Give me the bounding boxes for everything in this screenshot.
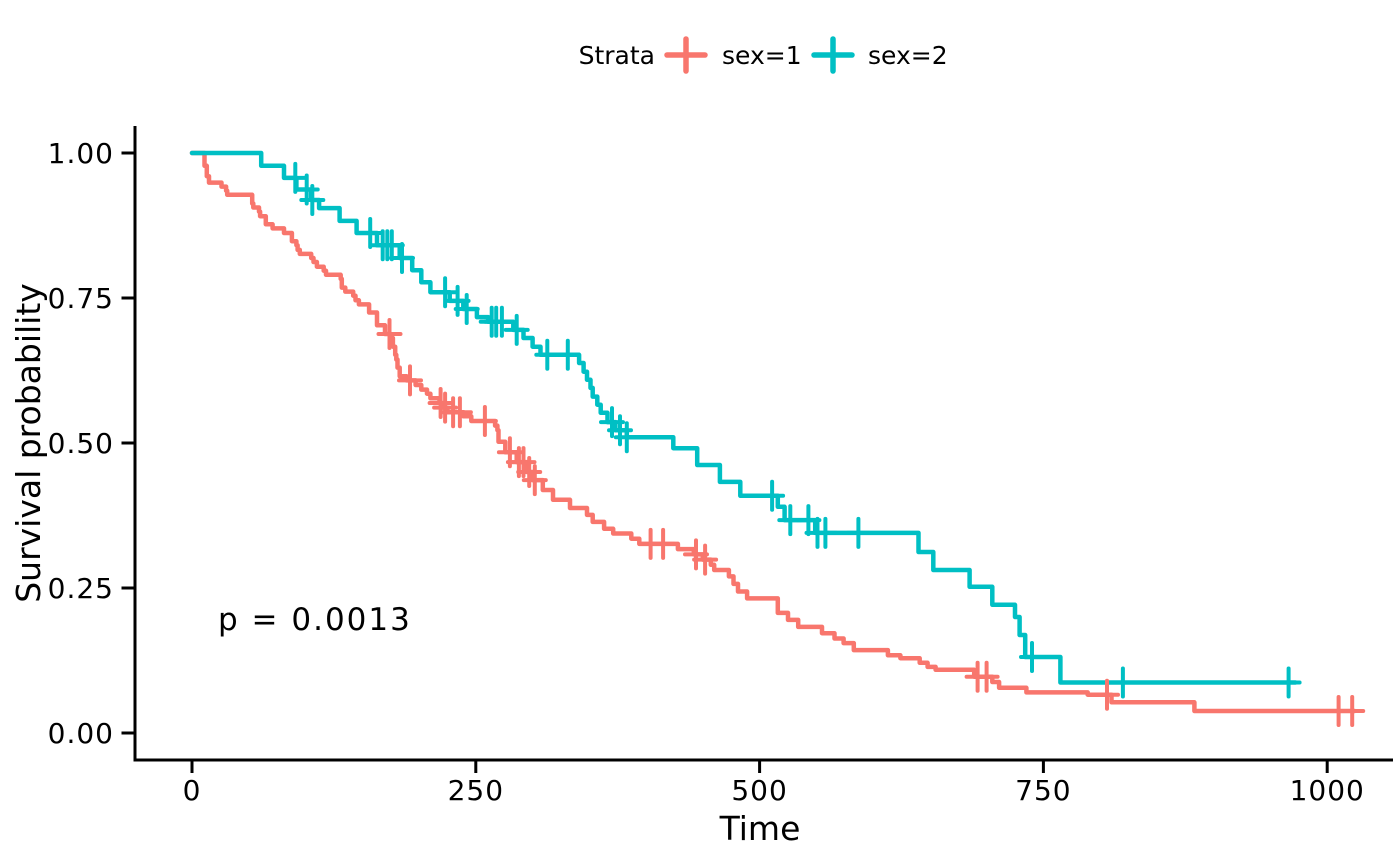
legend-keys xyxy=(664,36,855,74)
x-tick-label: 1000 xyxy=(1290,774,1365,807)
legend-label-sex1: sex=1 xyxy=(722,41,802,70)
censor-mark-sex-2 xyxy=(845,516,872,549)
censor-mark-sex-2 xyxy=(1019,641,1045,673)
censor-mark-sex-2 xyxy=(282,161,309,194)
censor-mark-sex-1 xyxy=(1339,695,1366,727)
censor-mark-sex-1 xyxy=(376,318,403,350)
censor-mark-sex-2 xyxy=(812,516,839,549)
y-tick-label: 1.00 xyxy=(48,137,114,170)
y-tick-label: 0.25 xyxy=(48,572,114,605)
censor-mark-sex-1 xyxy=(973,660,1000,693)
censor-mark-sex-1 xyxy=(397,364,423,397)
censor-marks xyxy=(282,161,1366,727)
censor-mark-sex-2 xyxy=(1275,666,1302,699)
censor-mark-sex-1 xyxy=(446,396,473,429)
censor-mark-sex-2 xyxy=(503,313,530,346)
censor-mark-sex-2 xyxy=(1109,666,1136,699)
censor-mark-sex-2 xyxy=(534,338,561,371)
survival-curve-sex-2 xyxy=(189,150,1298,685)
legend: Strata sex=1 sex=2 xyxy=(579,36,948,74)
legend-title: Strata xyxy=(579,41,655,70)
censor-mark-sex-2 xyxy=(554,338,581,371)
y-tick-label: 0.50 xyxy=(48,427,114,460)
x-axis-ticks: 0 250 500 750 1000 xyxy=(183,760,1365,807)
censor-mark-sex-1 xyxy=(692,543,719,576)
x-tick-label: 750 xyxy=(1015,774,1071,807)
x-tick-label: 500 xyxy=(731,774,787,807)
axes: 1.00 0.75 0.50 0.25 0.00 0 250 500 750 1000 Time… xyxy=(9,126,1393,848)
legend-label-sex2: sex=2 xyxy=(868,41,948,70)
censor-mark-sex-1 xyxy=(650,527,677,560)
censor-mark-sex-2 xyxy=(357,217,384,249)
y-axis-title: Survival probability xyxy=(9,283,48,603)
y-tick-label: 0.00 xyxy=(48,717,114,750)
censor-mark-sex-2 xyxy=(759,479,786,512)
censor-mark-sex-1 xyxy=(1094,678,1120,711)
p-value-annotation: p = 0.0013 xyxy=(218,602,412,638)
censor-mark-sex-1 xyxy=(471,405,498,437)
censor-mark-sex-2 xyxy=(299,184,326,216)
x-axis-title: Time xyxy=(719,809,801,848)
y-axis-ticks: 1.00 0.75 0.50 0.25 0.00 xyxy=(48,137,134,750)
legend-key-sex-2-plus-icon xyxy=(811,36,855,74)
censor-mark-sex-2 xyxy=(389,242,415,274)
censor-mark-sex-1 xyxy=(521,464,548,497)
x-tick-label: 0 xyxy=(183,774,202,807)
censor-mark-sex-2 xyxy=(378,229,405,262)
censor-mark-sex-2 xyxy=(453,293,480,325)
legend-key-sex-1-plus-icon xyxy=(664,36,708,74)
censor-mark-sex-2 xyxy=(613,421,640,454)
x-tick-label: 250 xyxy=(448,774,504,807)
censor-mark-sex-2 xyxy=(488,305,515,338)
y-tick-label: 0.75 xyxy=(48,282,114,315)
